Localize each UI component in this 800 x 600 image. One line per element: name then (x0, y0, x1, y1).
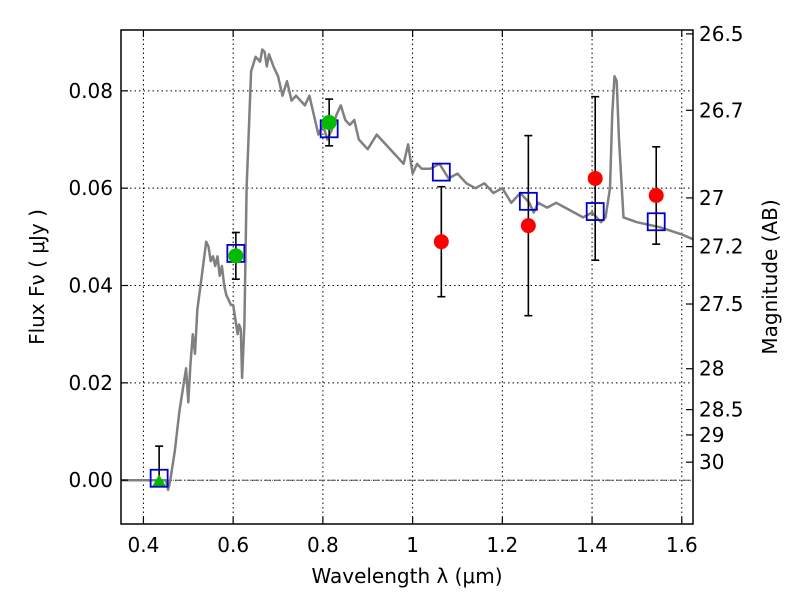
right-tick-label: 27.2 (699, 235, 744, 259)
measured-point (648, 187, 664, 203)
plot-frame (120, 29, 694, 525)
model-flux-marker (646, 212, 666, 232)
plot-background (121, 30, 693, 524)
x-tick-label: 1.4 (576, 533, 608, 557)
upper-limit-marker (152, 474, 167, 487)
y-axis-right: 26.5 26.7 27 27.2 27.5 28 28.529 30 (686, 22, 744, 474)
model-flux-marker (518, 191, 538, 211)
right-tick-label: 26.7 (699, 98, 744, 122)
y-tick-label: 0.08 (68, 79, 113, 103)
y-tick-label: 0.06 (68, 176, 113, 200)
x-tick-label: 0.4 (128, 533, 160, 557)
x-tick-label: 1.6 (666, 533, 698, 557)
model-flux-marker (431, 162, 451, 182)
right-tick-label: 28.5 (699, 398, 744, 422)
x-tick-label: 0.8 (307, 533, 339, 557)
y-tick-label: 0.04 (68, 274, 113, 298)
right-tick-label: 29 (699, 423, 724, 447)
x-tick-label: 0.6 (217, 533, 249, 557)
right-tick-label: 30 (699, 450, 724, 474)
model-flux-marker (149, 468, 169, 488)
y-axis-left: 0.00 0.02 0.04 0.06 0.08 (68, 79, 128, 492)
x-tick-label: 1 (406, 533, 419, 557)
right-tick-label: 28 (699, 357, 724, 381)
right-tick-label: 27.5 (699, 292, 744, 316)
y-tick-label: 0.00 (68, 468, 113, 492)
x-tick-label: 1.2 (486, 533, 518, 557)
detected-point (228, 248, 244, 264)
model-spectrum (121, 48, 693, 492)
y-axis-label-right: Magnitude (AB) (758, 199, 782, 354)
measured-point (520, 218, 536, 234)
x-axis-label: Wavelength λ (μm) (311, 564, 502, 588)
grid (121, 30, 693, 524)
model-spectrum-line (121, 48, 693, 492)
y-axis-label: Flux Fν ( μJy ) (25, 209, 49, 345)
right-tick-label: 27 (699, 186, 724, 210)
model-flux-marker (585, 202, 605, 221)
measured-point (433, 234, 449, 250)
right-tick-label: 26.5 (699, 22, 744, 46)
detected-point (321, 114, 337, 130)
measured-point (587, 170, 603, 186)
markers (149, 114, 666, 488)
x-axis: 0.4 0.6 0.8 1 1.2 1.4 1.6 (128, 30, 698, 557)
y-tick-label: 0.02 (68, 371, 113, 395)
